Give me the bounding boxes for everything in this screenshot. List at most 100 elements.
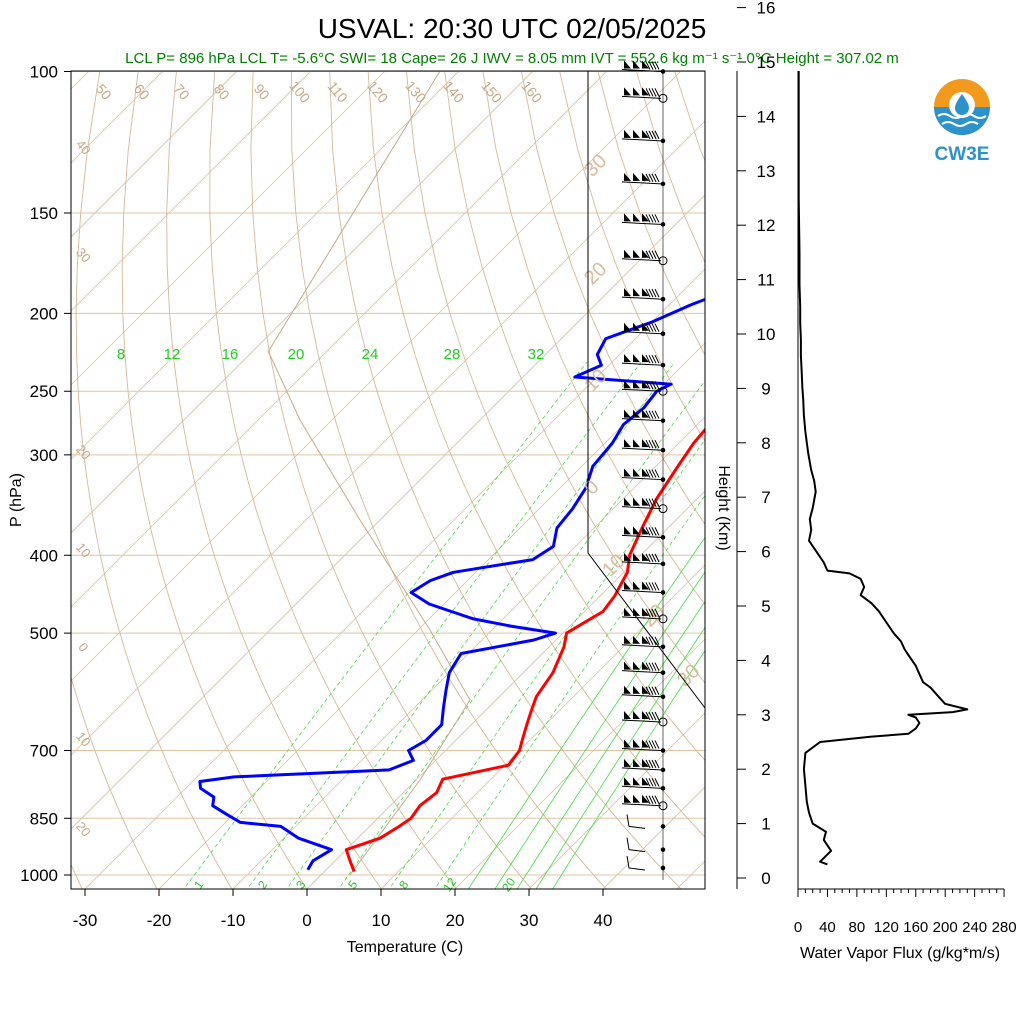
- barb-pennant: [624, 552, 631, 561]
- skew-t-y-axis-label: P (hPa): [8, 473, 25, 527]
- barb-feather: [648, 214, 654, 223]
- mixing-ratio-line: [494, 571, 705, 889]
- wind-barb: [621, 607, 668, 624]
- barb-station-dot: [660, 296, 666, 302]
- flux-tick-label: 0: [794, 919, 802, 936]
- barb-feather: [648, 323, 654, 332]
- temperature-tick-label: 0: [302, 911, 311, 930]
- barb-staff: [621, 418, 662, 422]
- barb-staff: [621, 670, 662, 674]
- barb-staff: [621, 644, 662, 648]
- flux-tick-label: 200: [933, 919, 958, 936]
- pressure-tick-label: 100: [30, 63, 58, 82]
- height-tick-label: 16: [757, 0, 776, 18]
- barb-station-dot: [660, 362, 666, 368]
- dry-adiabat-line: [790, 72, 1024, 893]
- barb-feather: [654, 381, 660, 390]
- barb-pennant: [624, 322, 631, 331]
- wind-barb-column: [621, 60, 668, 880]
- barb-pennant: [624, 60, 631, 69]
- pressure-tick-label: 150: [30, 204, 58, 223]
- barb-feather: [648, 469, 654, 478]
- barb-station-dot: [660, 561, 666, 567]
- barb-station-dot: [660, 418, 666, 423]
- height-tick-label: 8: [761, 434, 770, 453]
- barb-pennant: [642, 661, 649, 670]
- barb-feather: [648, 527, 654, 536]
- mixing-ratio-line: [535, 626, 705, 889]
- height-tick-label: 13: [757, 162, 776, 181]
- barb-feather: [645, 527, 651, 536]
- barb-feather: [654, 686, 660, 695]
- mixing-ratio-label: 28: [444, 346, 461, 363]
- cw3e-logo: CW3E: [934, 79, 990, 165]
- wind-barb: [621, 758, 666, 773]
- barb-feather: [651, 88, 657, 97]
- dry-adiabat-line: [250, 71, 532, 889]
- barb-feather: [648, 582, 654, 591]
- height-tick-label: 7: [761, 488, 770, 507]
- barb-staff: [621, 719, 662, 723]
- flux-tick-label: 40: [819, 919, 836, 936]
- barb-feather: [645, 795, 651, 804]
- barb-pennant: [624, 354, 631, 363]
- barb-pennant: [633, 288, 640, 297]
- dry-adiabat-line: [866, 72, 1024, 893]
- barb-pennant: [633, 758, 640, 767]
- barb-feather: [654, 498, 660, 507]
- barb-pennant: [642, 758, 649, 767]
- mixing-ratio-label: 24: [362, 346, 379, 363]
- barb-feather: [645, 498, 651, 507]
- isotherm-line: [454, 638, 705, 889]
- wind-barb: [621, 685, 666, 700]
- barb-pennant: [624, 758, 631, 767]
- barb-feather: [654, 662, 660, 671]
- barb-feather: [645, 88, 651, 97]
- barb-feather: [651, 61, 657, 70]
- dry-adiabat-line: [367, 71, 705, 838]
- dry-adiabat-line: [71, 675, 158, 889]
- barb-feather: [651, 410, 657, 419]
- pressure-tick-label: 850: [30, 809, 58, 828]
- barb-feather: [654, 527, 660, 536]
- barb-feather: [654, 354, 660, 364]
- wind-barb: [621, 497, 668, 514]
- barb-feather: [654, 740, 660, 749]
- dry-adiabat-line: [209, 71, 458, 889]
- barb-feather: [654, 553, 660, 563]
- barb-pennant: [633, 129, 640, 138]
- isotherm-line: [71, 71, 533, 534]
- barb-pennant: [633, 739, 640, 748]
- barb-pennant: [642, 497, 649, 506]
- dry-adiabat-line: [482, 71, 705, 606]
- barb-feather: [654, 636, 660, 646]
- barb-station-dot: [660, 447, 666, 453]
- barb-pennant: [633, 497, 640, 506]
- isotherm-line: [380, 564, 705, 889]
- barb-station-dot: [660, 477, 666, 482]
- pressure-tick-label: 250: [30, 382, 58, 401]
- wind-barb: [621, 552, 666, 567]
- barb-feather: [648, 740, 654, 749]
- temperature-tick-label: -30: [73, 911, 98, 930]
- barb-pennant: [624, 526, 631, 535]
- height-tick-label: 11: [757, 271, 775, 290]
- barb-pennant: [633, 526, 640, 535]
- isotherm-line: [71, 120, 705, 756]
- barb-pennant: [624, 249, 631, 258]
- mixing-ratio-label: 20: [288, 346, 305, 363]
- isotherm-line: [232, 416, 705, 889]
- isotherm-line: [158, 342, 705, 889]
- barb-station-dot: [660, 535, 666, 540]
- isotherm-label: 20: [73, 442, 94, 463]
- barb-staff: [621, 258, 662, 262]
- barb-staff: [621, 694, 662, 698]
- barb-pennant: [624, 129, 631, 138]
- mixing-ratio-label: 12: [440, 875, 459, 894]
- isotherm-line: [71, 71, 237, 238]
- dry-adiabat-line: [290, 71, 607, 889]
- barb-station-dot: [660, 138, 666, 144]
- barb-pennant: [633, 409, 640, 418]
- barb-station-dot: [660, 644, 666, 650]
